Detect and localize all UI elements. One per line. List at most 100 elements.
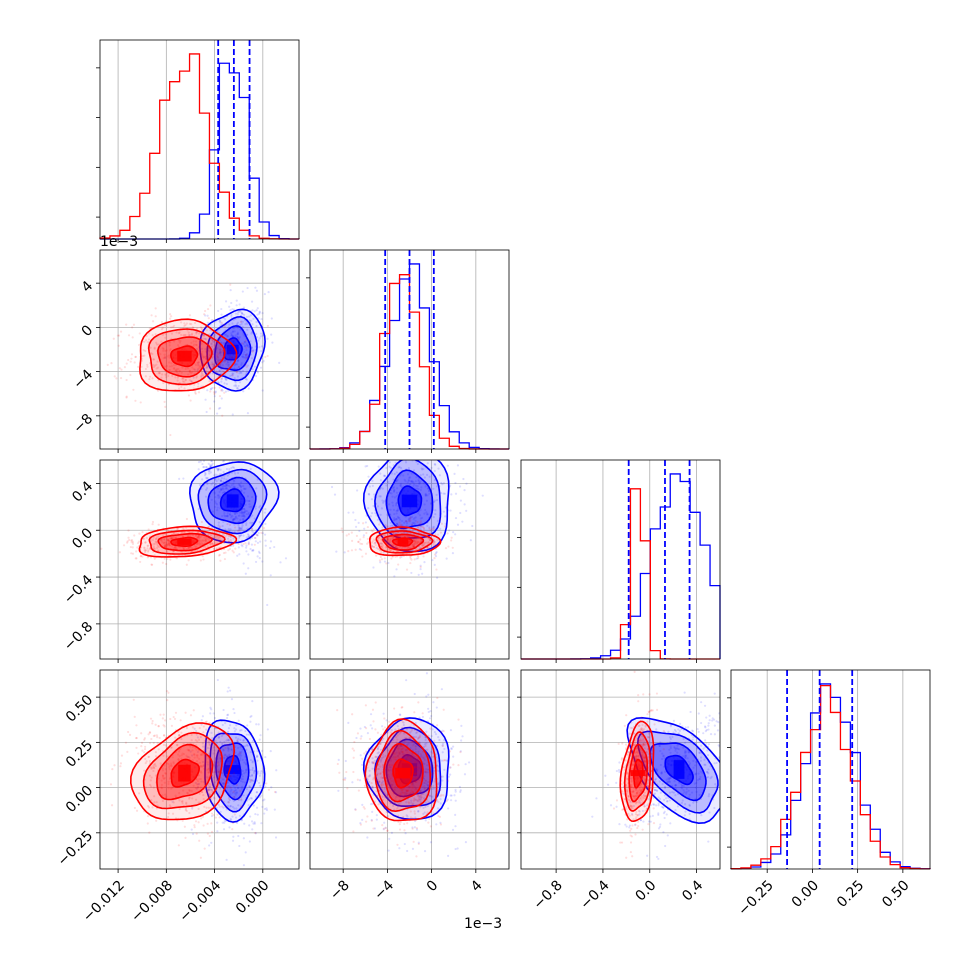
sample-point: [210, 814, 214, 818]
sample-point: [387, 768, 390, 771]
panel-frame: [309, 459, 510, 660]
sample-point: [151, 352, 154, 356]
sample-point: [222, 828, 226, 831]
sample-point: [233, 792, 237, 795]
sample-point: [371, 786, 374, 790]
sample-point: [396, 478, 399, 482]
sample-point: [249, 467, 252, 470]
sample-point: [255, 791, 258, 794]
sample-point: [216, 531, 219, 534]
sample-point: [163, 725, 166, 728]
sample-point: [197, 382, 200, 385]
sample-point: [382, 501, 385, 504]
sample-point: [225, 484, 228, 487]
sample-point: [151, 538, 154, 542]
sample-point: [186, 367, 190, 370]
sample-point: [238, 372, 241, 375]
sample-point: [206, 763, 209, 766]
sample-point: [196, 542, 199, 546]
sample-point: [208, 788, 211, 791]
sample-point: [420, 550, 423, 553]
sample-point: [184, 808, 187, 812]
sample-point: [449, 484, 452, 487]
sample-point: [399, 731, 402, 734]
sample-point: [411, 847, 415, 850]
sample-point: [371, 727, 374, 730]
sample-point: [171, 800, 174, 803]
sample-point: [379, 495, 382, 498]
sample-point: [443, 492, 446, 495]
sample-point: [163, 355, 166, 358]
sample-point: [222, 484, 225, 488]
sample-point: [229, 308, 232, 312]
sample-point: [158, 371, 161, 374]
sample-point: [216, 487, 220, 490]
sample-point: [220, 799, 223, 802]
sample-point: [212, 712, 215, 715]
sample-point: [392, 464, 395, 467]
sample-point: [194, 340, 198, 343]
sample-point: [467, 761, 471, 764]
sample-point: [246, 322, 249, 325]
sample-point: [217, 468, 220, 471]
sample-point: [184, 378, 187, 382]
sample-point: [240, 819, 243, 822]
sample-point: [423, 543, 426, 546]
sample-point: [170, 537, 173, 540]
sample-point: [378, 559, 382, 562]
sample-point: [162, 724, 165, 727]
sample-point: [229, 486, 232, 489]
contours-blue: [204, 719, 266, 823]
sample-point: [430, 455, 432, 457]
sample-point: [424, 455, 426, 457]
sample-point: [391, 536, 394, 539]
sample-point: [239, 518, 242, 521]
sample-point: [397, 516, 400, 519]
sample-point: [131, 539, 134, 542]
sample-point: [237, 336, 240, 340]
sample-point: [152, 765, 155, 768]
sample-point: [275, 769, 278, 772]
sample-point: [251, 740, 254, 743]
sample-point: [441, 729, 444, 732]
panel-1-1: [306, 249, 510, 453]
sample-point: [388, 775, 391, 778]
sample-point: [255, 779, 259, 782]
sample-point: [394, 504, 398, 507]
sample-point: [167, 782, 170, 786]
sample-point: [200, 374, 203, 377]
sample-point: [201, 742, 204, 745]
sample-point: [184, 378, 187, 381]
sample-point: [236, 786, 240, 790]
sample-point: [383, 474, 387, 477]
sample-point: [433, 563, 436, 567]
sample-point: [244, 851, 247, 854]
sample-point: [369, 515, 372, 518]
sample-point: [207, 740, 210, 744]
sample-point: [216, 537, 219, 540]
sample-point: [125, 362, 128, 365]
sample-point: [242, 738, 245, 742]
sample-point: [137, 752, 140, 755]
sample-point: [398, 752, 401, 755]
sample-point: [201, 354, 204, 357]
sample-point: [181, 380, 185, 383]
sample-point: [401, 748, 404, 751]
sample-point: [234, 786, 237, 789]
sample-point: [239, 370, 242, 373]
sample-point: [155, 341, 158, 344]
sample-point: [251, 349, 254, 352]
sample-point: [208, 793, 211, 796]
sample-point: [197, 535, 200, 538]
sample-point: [154, 751, 157, 754]
sample-point: [223, 511, 226, 515]
sample-point: [414, 750, 418, 754]
sample-point: [209, 388, 212, 391]
sample-point: [240, 526, 244, 529]
sample-point: [270, 317, 273, 320]
sample-point: [376, 518, 379, 521]
sample-point: [409, 479, 413, 483]
sample-point: [366, 464, 369, 468]
sample-point: [201, 790, 204, 794]
sample-point: [426, 473, 429, 476]
